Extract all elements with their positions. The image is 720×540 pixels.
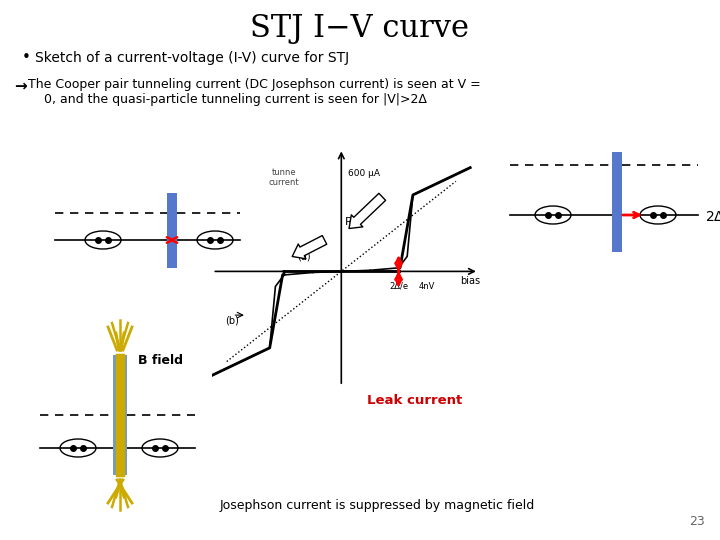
- Text: 2$\Delta$: 2$\Delta$: [705, 210, 720, 224]
- Text: (a): (a): [297, 252, 311, 261]
- Text: •: •: [22, 51, 31, 65]
- Text: Rn: Rn: [345, 217, 359, 227]
- Bar: [113, 355, 127, 475]
- Text: STJ I−V curve: STJ I−V curve: [251, 12, 469, 44]
- Text: Sketch of a current-voltage (I-V) curve for STJ: Sketch of a current-voltage (I-V) curve …: [35, 51, 349, 65]
- Text: The Cooper pair tunneling current (DC Josephson current) is seen at V =
    0, a: The Cooper pair tunneling current (DC Jo…: [28, 78, 481, 106]
- Text: 600 μA: 600 μA: [348, 168, 380, 178]
- Text: tunne
current: tunne current: [269, 167, 300, 187]
- Text: 2Δ/e: 2Δ/e: [389, 282, 408, 291]
- Text: bias: bias: [460, 276, 480, 286]
- FancyArrowPatch shape: [349, 193, 386, 228]
- Text: B field: B field: [138, 354, 183, 367]
- Text: (b): (b): [225, 315, 239, 326]
- Text: 4nV: 4nV: [419, 282, 436, 291]
- Text: →: →: [14, 78, 27, 93]
- Text: 23: 23: [689, 515, 705, 528]
- Text: Josephson current is suppressed by magnetic field: Josephson current is suppressed by magne…: [220, 498, 535, 511]
- Bar: [167, 193, 177, 268]
- FancyArrowPatch shape: [292, 235, 327, 259]
- Text: Leak current: Leak current: [367, 394, 463, 407]
- Bar: [612, 152, 622, 252]
